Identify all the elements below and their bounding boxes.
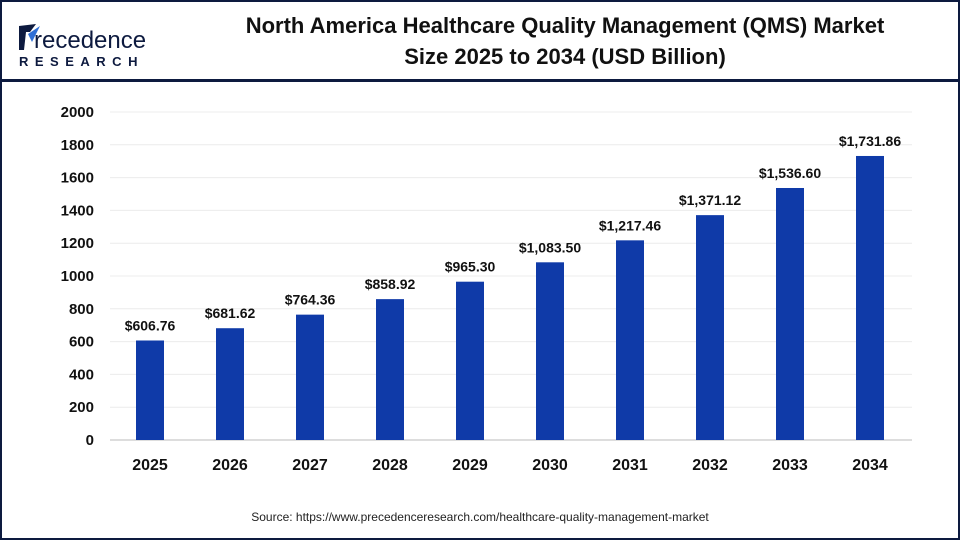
x-tick-label: 2033 [772,457,808,474]
y-tick-label: 1400 [61,202,94,219]
title-line-1: North America Healthcare Quality Managem… [245,13,885,38]
bar-2025 [136,340,164,440]
bar-2029 [456,281,484,440]
x-tick-label: 2032 [692,457,728,474]
precedence-research-logo: recedence RESEARCH [19,24,146,69]
chart-title: North America Healthcare Quality Managem… [180,10,950,72]
data-label: $1,536.60 [759,165,821,181]
bar-2027 [296,314,324,440]
y-tick-label: 400 [69,366,94,383]
y-tick-label: 1800 [61,137,94,154]
x-tick-label: 2026 [212,457,248,474]
bar-2026 [216,328,244,440]
data-label: $858.92 [365,276,416,292]
y-tick-label: 2000 [61,104,94,121]
data-label: $681.62 [205,305,256,321]
bar-2030 [536,262,564,440]
x-tick-label: 2030 [532,457,568,474]
x-tick-label: 2034 [852,457,888,474]
y-tick-label: 1600 [61,170,94,187]
data-label: $606.76 [125,317,176,333]
y-tick-label: 0 [86,432,94,449]
svg-text:RESEARCH: RESEARCH [19,54,144,69]
title-line-2: Size 2025 to 2034 (USD Billion) [404,44,726,69]
y-tick-label: 600 [69,334,94,351]
svg-text:recedence: recedence [34,27,146,54]
data-label: $1,217.46 [599,217,661,233]
bar-2034 [856,155,884,440]
bar-2032 [696,215,724,440]
y-tick-label: 1000 [61,268,94,285]
y-tick-label: 800 [69,301,94,318]
bar-2028 [376,299,404,440]
data-label: $1,371.12 [679,192,741,208]
data-label: $1,083.50 [519,239,581,255]
x-tick-label: 2025 [132,457,168,474]
data-label: $965.30 [445,259,496,275]
bar-2031 [616,240,644,440]
bar-2033 [776,187,804,440]
y-tick-label: 200 [69,399,94,416]
x-tick-label: 2028 [372,457,408,474]
y-tick-label: 1200 [61,235,94,252]
source-note: Source: https://www.precedenceresearch.c… [251,510,709,524]
header-divider [0,79,960,82]
x-tick-label: 2029 [452,457,488,474]
data-label: $764.36 [285,292,336,308]
x-tick-label: 2027 [292,457,328,474]
x-tick-label: 2031 [612,457,648,474]
data-label: $1,731.86 [839,133,901,149]
